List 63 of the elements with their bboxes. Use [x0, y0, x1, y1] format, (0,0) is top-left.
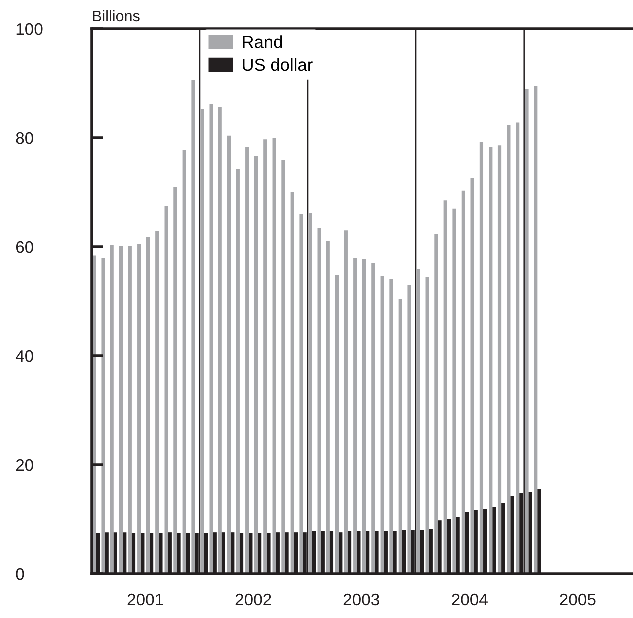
x-tick-label: 2004: [452, 594, 488, 606]
bar: [272, 138, 276, 574]
bar: [192, 80, 196, 574]
legend-label: Rand: [243, 36, 282, 48]
bar: [525, 89, 529, 574]
bar: [300, 214, 304, 574]
bar: [156, 231, 160, 574]
bar: [318, 228, 322, 574]
bar: [372, 263, 376, 574]
bar: [282, 160, 286, 574]
bar: [434, 234, 438, 574]
x-tick-label: 2001: [128, 594, 164, 606]
bar: [174, 187, 178, 574]
bar: [102, 258, 106, 574]
y-tick-label: 0: [16, 568, 24, 580]
legend-label: US dollar: [243, 58, 313, 72]
bar: [264, 140, 268, 574]
bar: [470, 178, 474, 574]
y-tick-label: 20: [16, 459, 34, 472]
bar: [308, 213, 312, 574]
bar: [498, 146, 502, 574]
bar: [128, 246, 132, 574]
bar: [507, 125, 511, 574]
bar: [336, 275, 340, 574]
bar: [164, 206, 168, 574]
bar: [452, 208, 456, 574]
y-axis-title: Billions: [93, 10, 140, 22]
bar: [362, 260, 366, 574]
bar: [390, 279, 394, 574]
x-tick-label: 2002: [236, 594, 272, 606]
x-tick-label: 2005: [560, 594, 596, 606]
bar: [290, 192, 294, 574]
y-tick-label: 80: [16, 132, 34, 144]
bar: [416, 269, 420, 574]
bar: [326, 242, 330, 574]
bar: [516, 122, 520, 574]
y-tick-label: 100: [16, 23, 43, 36]
bar: [344, 230, 348, 574]
bar: [462, 190, 466, 574]
bar: [398, 299, 402, 574]
bar: [380, 276, 384, 574]
bar: [254, 156, 258, 574]
bar: [489, 147, 493, 574]
bar: [119, 246, 124, 574]
bar: [110, 245, 114, 574]
y-tick-label: 40: [16, 350, 34, 362]
bar: [227, 136, 232, 574]
bar: [182, 150, 186, 574]
bar: [218, 107, 222, 574]
bar: [200, 109, 204, 574]
y-tick-label: 60: [16, 241, 34, 254]
bar: [236, 169, 240, 574]
x-tick-label: 2003: [344, 594, 380, 606]
bar: [246, 147, 250, 574]
bar: [354, 258, 358, 574]
bar: [534, 86, 538, 574]
bar: [426, 278, 430, 574]
bar: [480, 142, 484, 574]
bar: [138, 244, 142, 574]
bar: [408, 285, 412, 574]
bar: [210, 104, 214, 574]
bar: [444, 200, 448, 574]
bar: [146, 237, 150, 574]
